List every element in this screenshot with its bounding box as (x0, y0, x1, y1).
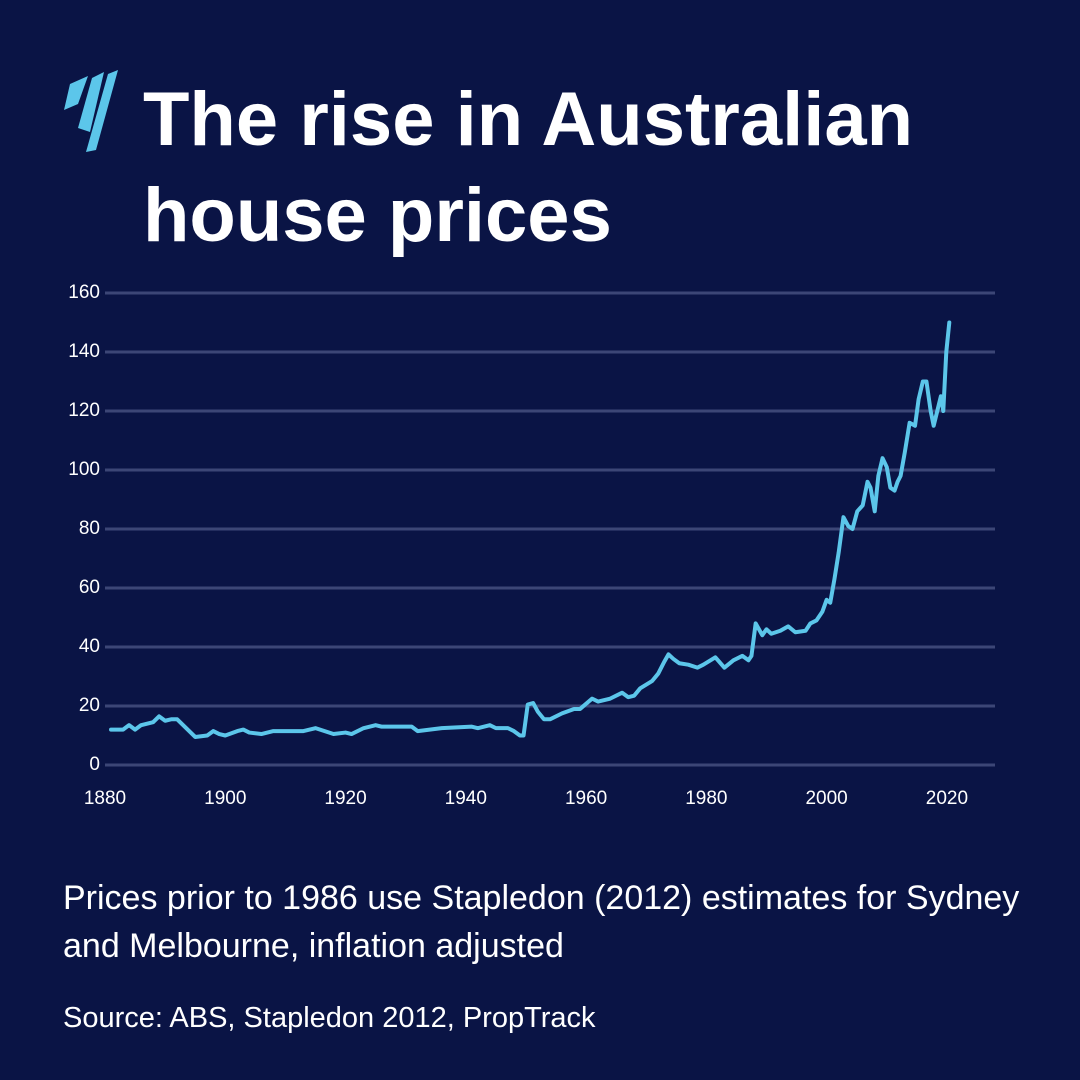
x-tick-label: 1960 (565, 788, 607, 809)
y-tick-label: 80 (79, 518, 100, 539)
x-tick-label: 1940 (445, 788, 487, 809)
x-tick-label: 1900 (204, 788, 246, 809)
y-tick-label: 20 (79, 695, 100, 716)
y-tick-label: 120 (68, 400, 100, 421)
x-tick-label: 1980 (685, 788, 727, 809)
x-tick-label: 1880 (84, 788, 126, 809)
data-line (109, 320, 952, 739)
y-tick-label: 140 (68, 341, 100, 362)
y-tick-label: 0 (89, 754, 100, 775)
x-tick-label: 2000 (805, 788, 847, 809)
y-tick-label: 40 (79, 636, 100, 657)
chart-title: The rise in Australian house prices (143, 77, 914, 258)
y-tick-label: 160 (68, 282, 100, 303)
y-tick-label: 60 (79, 577, 100, 598)
logo (64, 70, 118, 152)
x-tick-label: 1920 (324, 788, 366, 809)
y-tick-label: 100 (68, 459, 100, 480)
note: Prices prior to 1986 use Stapledon (2012… (63, 879, 1020, 965)
x-tick-label: 2020 (926, 788, 968, 809)
source: Source: ABS, Stapledon 2012, PropTrack (63, 1002, 596, 1034)
